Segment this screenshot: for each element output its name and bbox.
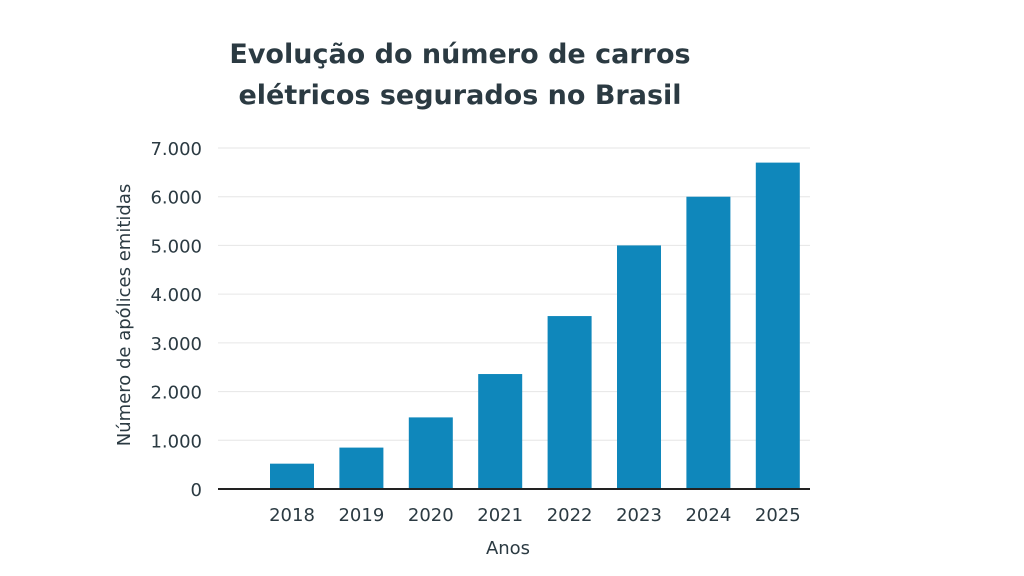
x-tick-label: 2024 [685,505,731,526]
x-tick-label: 2025 [755,505,801,526]
y-tick-label: 6.000 [150,188,202,209]
x-tick-label: 2021 [477,505,523,526]
bar-2022 [547,316,592,489]
y-tick-label: 1.000 [150,431,202,452]
x-tick-label: 2020 [408,505,454,526]
x-tick-label: 2023 [616,505,662,526]
chart-title-line-1: Evolução do número de carros [229,39,691,70]
bar-2021 [478,374,523,489]
y-tick-label: 2.000 [150,383,202,404]
y-tick-label: 5.000 [150,236,202,257]
bar-2024 [686,196,731,489]
bar-2018 [270,463,314,489]
y-tick-label: 7.000 [150,139,202,160]
x-tick-label: 2018 [269,505,315,526]
y-axis-label: Número de apólices emitidas [114,184,135,447]
y-tick-label: 4.000 [150,285,202,306]
bar-2025 [755,162,800,489]
y-tick-label: 0 [191,480,202,501]
bar-2023 [617,245,661,489]
y-tick-label: 3.000 [150,334,202,355]
x-tick-label: 2022 [547,505,593,526]
chart-title-line-2: elétricos segurados no Brasil [238,80,682,111]
chart-title: Evolução do número de carros elétricos s… [160,34,760,116]
bar-2019 [339,447,384,489]
x-axis-label: Anos [486,538,530,559]
bar-2020 [408,417,453,489]
x-tick-label: 2019 [338,505,384,526]
